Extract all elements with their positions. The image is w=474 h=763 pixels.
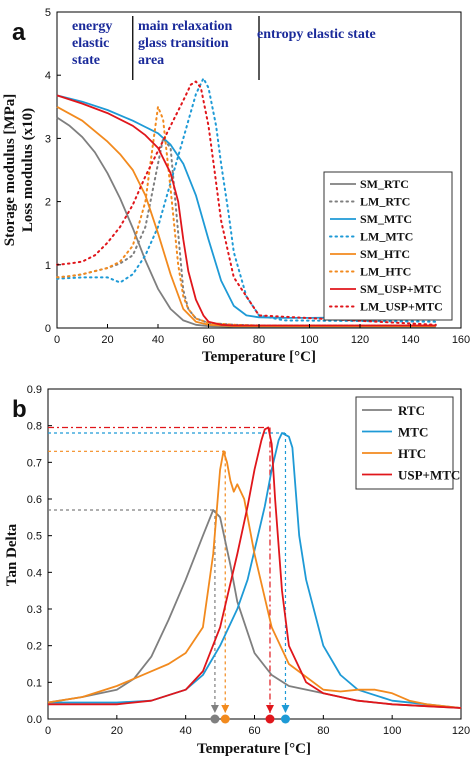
y-tick-label: 4: [45, 70, 51, 82]
legend-box: [323, 171, 453, 321]
x-tick-label: 0: [45, 725, 51, 737]
peak-arrow-icon: [210, 705, 219, 713]
y-tick-label: 1: [45, 260, 51, 272]
legend-entry: LM_MTC: [360, 230, 413, 244]
legend-entry: LM_RTC: [360, 195, 410, 209]
x-tick-label: 80: [317, 725, 329, 737]
peak-markers: [210, 714, 290, 724]
series-line-htc: [47, 450, 462, 709]
annotation-line: energy: [72, 19, 112, 34]
x-tick-label: 140: [401, 334, 419, 346]
x-tick-label: 60: [248, 725, 260, 737]
panel-b-x-ticks: 0 20 40 60 80 100 120: [45, 715, 470, 737]
y-tick-label: 3: [45, 133, 51, 145]
peak-marker-usp-plus-mtc: [265, 714, 275, 724]
panel-a-x-ticks: 0 20 40 60 80 100 120 140 160: [54, 324, 470, 346]
y-tick-label: 0.0: [27, 714, 42, 726]
panel-a-y2-axis-label: Loss modulus (x10): [20, 108, 36, 232]
y-tick-label: 0.1: [27, 677, 42, 689]
legend-entry: MTC: [398, 425, 428, 440]
y-tick-label: 0: [45, 323, 51, 335]
legend-entry: HTC: [398, 446, 426, 461]
legend-entry: SM_HTC: [360, 247, 410, 261]
peak-guides: [48, 426, 290, 713]
series-line-usp-plus-mtc: [48, 426, 462, 709]
series-line-rtc: [47, 509, 462, 709]
panel-a-label: a: [12, 19, 26, 46]
region-annotation: entropy elastic state: [257, 27, 376, 42]
x-tick-label: 20: [111, 725, 123, 737]
y-tick-label: 2: [45, 197, 51, 209]
x-tick-label: 120: [351, 334, 369, 346]
region-annotation: main relaxation glass transition area: [138, 19, 232, 68]
x-tick-label: 20: [101, 334, 113, 346]
y-tick-label: 0.3: [27, 604, 42, 616]
y-tick-label: 0.8: [27, 421, 42, 433]
region-annotations: energy elastic state main relaxation glass t…: [72, 19, 376, 68]
y-tick-label: 0.7: [27, 457, 42, 469]
peak-marker-rtc: [210, 714, 220, 724]
y-tick-label: 5: [45, 7, 51, 19]
annotation-line: glass transition: [138, 36, 229, 51]
legend-entry: LM_HTC: [360, 265, 411, 279]
legend-entry: SM_USP+MTC: [360, 282, 442, 296]
peak-marker-htc: [220, 714, 230, 724]
x-tick-label: 120: [452, 725, 470, 737]
panel-b-series: [47, 426, 462, 709]
panel-a-legend: SM_RTC LM_RTC SM_MTC LM_MTC SM_HTC LM_HTC SM_U…: [323, 171, 453, 321]
annotation-line: area: [138, 53, 164, 68]
panel-a: a energy elastic state main relaxation glass…: [2, 7, 470, 365]
peak-marker-mtc: [280, 714, 290, 724]
peak-arrow-icon: [281, 705, 290, 713]
legend-entry: USP+MTC: [398, 468, 460, 483]
peak-arrow-icon: [265, 705, 274, 713]
region-annotation: energy elastic state: [72, 19, 112, 68]
y-tick-label: 0.9: [27, 384, 42, 396]
panel-b: b 0 20 40 60 80 100 120 0.00.10.20.30.40.50.60…: [4, 384, 470, 757]
panel-a-x-axis-label: Temperature [°C]: [202, 349, 316, 365]
peak-arrow-icon: [221, 705, 230, 713]
x-tick-label: 40: [152, 334, 164, 346]
series-line-lm-usp-plus-mtc: [56, 80, 437, 326]
panel-b-y-axis-label: Tan Delta: [4, 523, 20, 586]
y-tick-label: 0.4: [27, 567, 42, 579]
x-tick-label: 60: [202, 334, 214, 346]
legend-entry: SM_RTC: [360, 177, 409, 191]
legend-entry: SM_MTC: [360, 212, 412, 226]
legend-entry: RTC: [398, 403, 425, 418]
annotation-line: state: [72, 53, 100, 68]
y-tick-label: 0.5: [27, 531, 42, 543]
y-tick-label: 0.2: [27, 641, 42, 653]
panel-b-label: b: [12, 396, 27, 423]
legend-entry: LM_USP+MTC: [360, 300, 443, 314]
x-tick-label: 160: [452, 334, 470, 346]
x-tick-label: 40: [180, 725, 192, 737]
annotation-line: entropy elastic state: [257, 27, 376, 42]
annotation-line: elastic: [72, 36, 109, 51]
panel-a-y-axis-label: Storage modulus [MPa]: [2, 94, 18, 247]
y-tick-label: 0.6: [27, 494, 42, 506]
panel-a-series: [56, 77, 437, 328]
region-dividers: [132, 16, 260, 80]
annotation-line: main relaxation: [138, 19, 232, 34]
panel-b-y-ticks: 0.0 0.1 0.2 0.3 0.4 0.5 0.6 0.7 0.8 0.9: [27, 384, 52, 726]
x-tick-label: 0: [54, 334, 60, 346]
series-line-lm-htc: [56, 105, 437, 327]
panel-b-legend: RTC MTC HTC USP+MTC: [355, 396, 460, 490]
x-tick-label: 80: [253, 334, 265, 346]
panel-a-y-ticks: 0 1 2 3 4 5: [45, 7, 61, 335]
panel-b-x-axis-label: Temperature [°C]: [197, 741, 311, 757]
x-tick-label: 100: [300, 334, 318, 346]
x-tick-label: 100: [383, 725, 401, 737]
